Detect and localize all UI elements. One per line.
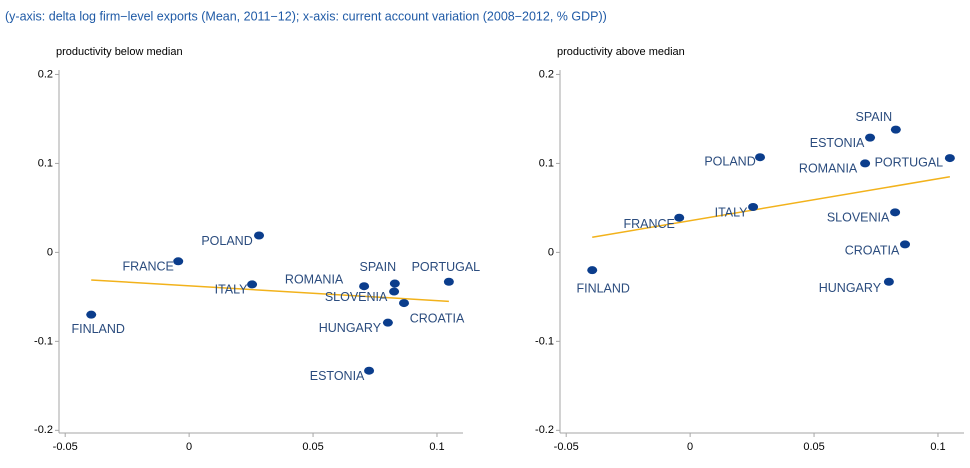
x-tick-label: 0.05 xyxy=(302,441,323,453)
point-label: FINLAND xyxy=(71,322,124,336)
y-tick-label: 0.1 xyxy=(539,157,554,169)
fit-line xyxy=(592,176,950,239)
point xyxy=(382,318,393,327)
point-label: PORTUGAL xyxy=(875,155,944,169)
point-label: POLAND xyxy=(201,234,252,248)
point xyxy=(389,279,400,288)
point xyxy=(890,125,901,134)
x-tick-label: -0.05 xyxy=(554,441,579,453)
y-tick-label: 0 xyxy=(548,246,554,258)
y-tick-label: -0.1 xyxy=(34,335,53,347)
x-tick-label: 0 xyxy=(186,441,192,453)
point-label: SLOVENIA xyxy=(827,211,890,225)
panel-subtitle: productivity below median xyxy=(56,46,183,58)
page-title: (y-axis: delta log firm−level exports (M… xyxy=(5,9,607,23)
point xyxy=(173,257,184,266)
y-tick-label: 0.1 xyxy=(38,157,53,169)
fit-line xyxy=(91,279,449,303)
point xyxy=(254,231,265,240)
x-tick-label: 0.05 xyxy=(803,441,824,453)
point xyxy=(865,133,876,142)
point-label: PORTUGAL xyxy=(412,260,481,274)
point-label: HUNGARY xyxy=(819,281,882,295)
point-label: FRANCE xyxy=(123,260,174,274)
x-tick-label: 0.1 xyxy=(930,441,945,453)
point xyxy=(389,287,400,296)
point xyxy=(674,213,685,222)
point-label: SLOVENIA xyxy=(325,290,388,304)
panel-subtitle: productivity above median xyxy=(557,46,685,58)
y-tick-label: -0.1 xyxy=(535,335,554,347)
point-label: FINLAND xyxy=(576,281,629,295)
point-label: ITALY xyxy=(715,205,749,219)
point xyxy=(443,277,454,286)
point-label: CROATIA xyxy=(410,311,465,325)
point-label: ROMANIA xyxy=(799,162,858,176)
y-tick-label: 0 xyxy=(47,246,53,258)
point xyxy=(247,280,258,289)
point xyxy=(587,266,598,275)
point xyxy=(399,299,410,308)
point-label: SPAIN xyxy=(360,260,397,274)
y-tick-label: 0.2 xyxy=(38,68,53,80)
point xyxy=(364,366,375,375)
x-tick-label: 0.1 xyxy=(429,441,444,453)
x-tick-label: 0 xyxy=(687,441,693,453)
point xyxy=(860,159,871,168)
y-tick-label: 0.2 xyxy=(539,68,554,80)
point xyxy=(900,240,911,249)
x-tick-label: -0.05 xyxy=(53,441,78,453)
point xyxy=(86,310,97,319)
y-tick-label: -0.2 xyxy=(535,424,554,436)
point-label: ESTONIA xyxy=(810,136,865,150)
point xyxy=(883,277,894,286)
point xyxy=(944,154,955,163)
y-tick-label: -0.2 xyxy=(34,424,53,436)
point-label: ESTONIA xyxy=(310,369,365,383)
point-label: ITALY xyxy=(215,283,249,297)
point xyxy=(748,203,759,212)
point-label: SPAIN xyxy=(856,110,893,124)
point-label: CROATIA xyxy=(845,244,900,258)
point-label: FRANCE xyxy=(624,217,675,231)
point-label: HUNGARY xyxy=(319,321,382,335)
point xyxy=(755,153,766,162)
point-label: ROMANIA xyxy=(285,272,344,286)
point-label: POLAND xyxy=(704,154,755,168)
point xyxy=(890,208,901,217)
point xyxy=(359,282,370,291)
